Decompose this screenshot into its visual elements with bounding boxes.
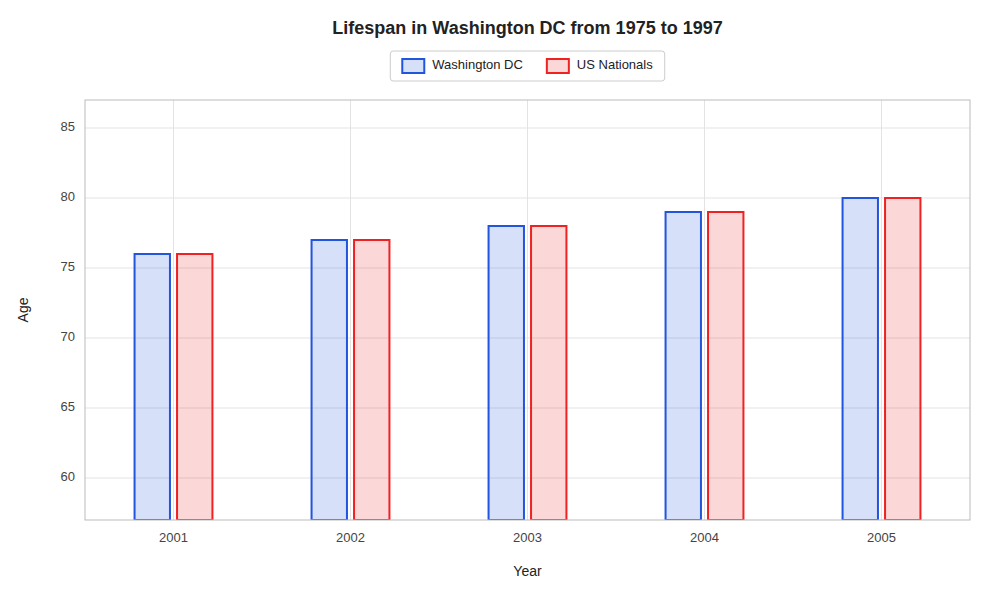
bar <box>177 254 212 520</box>
grid-line-x <box>704 100 705 520</box>
title: Lifespan in Washington DC from 1975 to 1… <box>332 18 722 38</box>
legend-swatch <box>402 59 424 73</box>
plot-frame <box>85 100 970 520</box>
chart: 60 65 70 75 80 85 2001 2002 2003 2004 2005 Year Age L… <box>0 0 1000 600</box>
grid <box>85 100 970 520</box>
plot-area <box>85 100 970 520</box>
bar <box>843 198 878 520</box>
x-tick-label: 2003 <box>513 530 542 545</box>
y-tick-label: 80 <box>61 189 75 204</box>
y-axis-label: Age <box>15 297 31 322</box>
bars <box>135 198 921 520</box>
grid-line-x <box>881 100 882 520</box>
x-tick-label: 2002 <box>336 530 365 545</box>
legend-label: Washington DC <box>432 57 523 72</box>
legend-item: US Nationals <box>547 57 653 73</box>
legend-swatch <box>547 59 569 73</box>
bar <box>531 226 566 520</box>
x-tick-label: 2004 <box>690 530 719 545</box>
grid-line-x <box>350 100 351 520</box>
legend-label: US Nationals <box>577 57 653 72</box>
legend-item: Washington DC <box>402 57 523 73</box>
x-axis-label: Year <box>513 563 542 579</box>
bar <box>312 240 347 520</box>
bar <box>885 198 920 520</box>
legend-box <box>390 51 664 81</box>
y-tick-label: 70 <box>61 329 75 344</box>
y-tick-label: 85 <box>61 119 75 134</box>
grid-line-x <box>527 100 528 520</box>
x-tick-label: 2001 <box>159 530 188 545</box>
legend: Washington DC US Nationals <box>402 57 653 73</box>
y-tick-label: 75 <box>61 259 75 274</box>
bar <box>666 212 701 520</box>
bar <box>489 226 524 520</box>
bar <box>354 240 389 520</box>
grid-line-x <box>173 100 174 520</box>
bar <box>708 212 743 520</box>
y-tick-label: 60 <box>61 469 75 484</box>
x-tick-label: 2005 <box>867 530 896 545</box>
bar <box>135 254 170 520</box>
y-tick-label: 65 <box>61 399 75 414</box>
